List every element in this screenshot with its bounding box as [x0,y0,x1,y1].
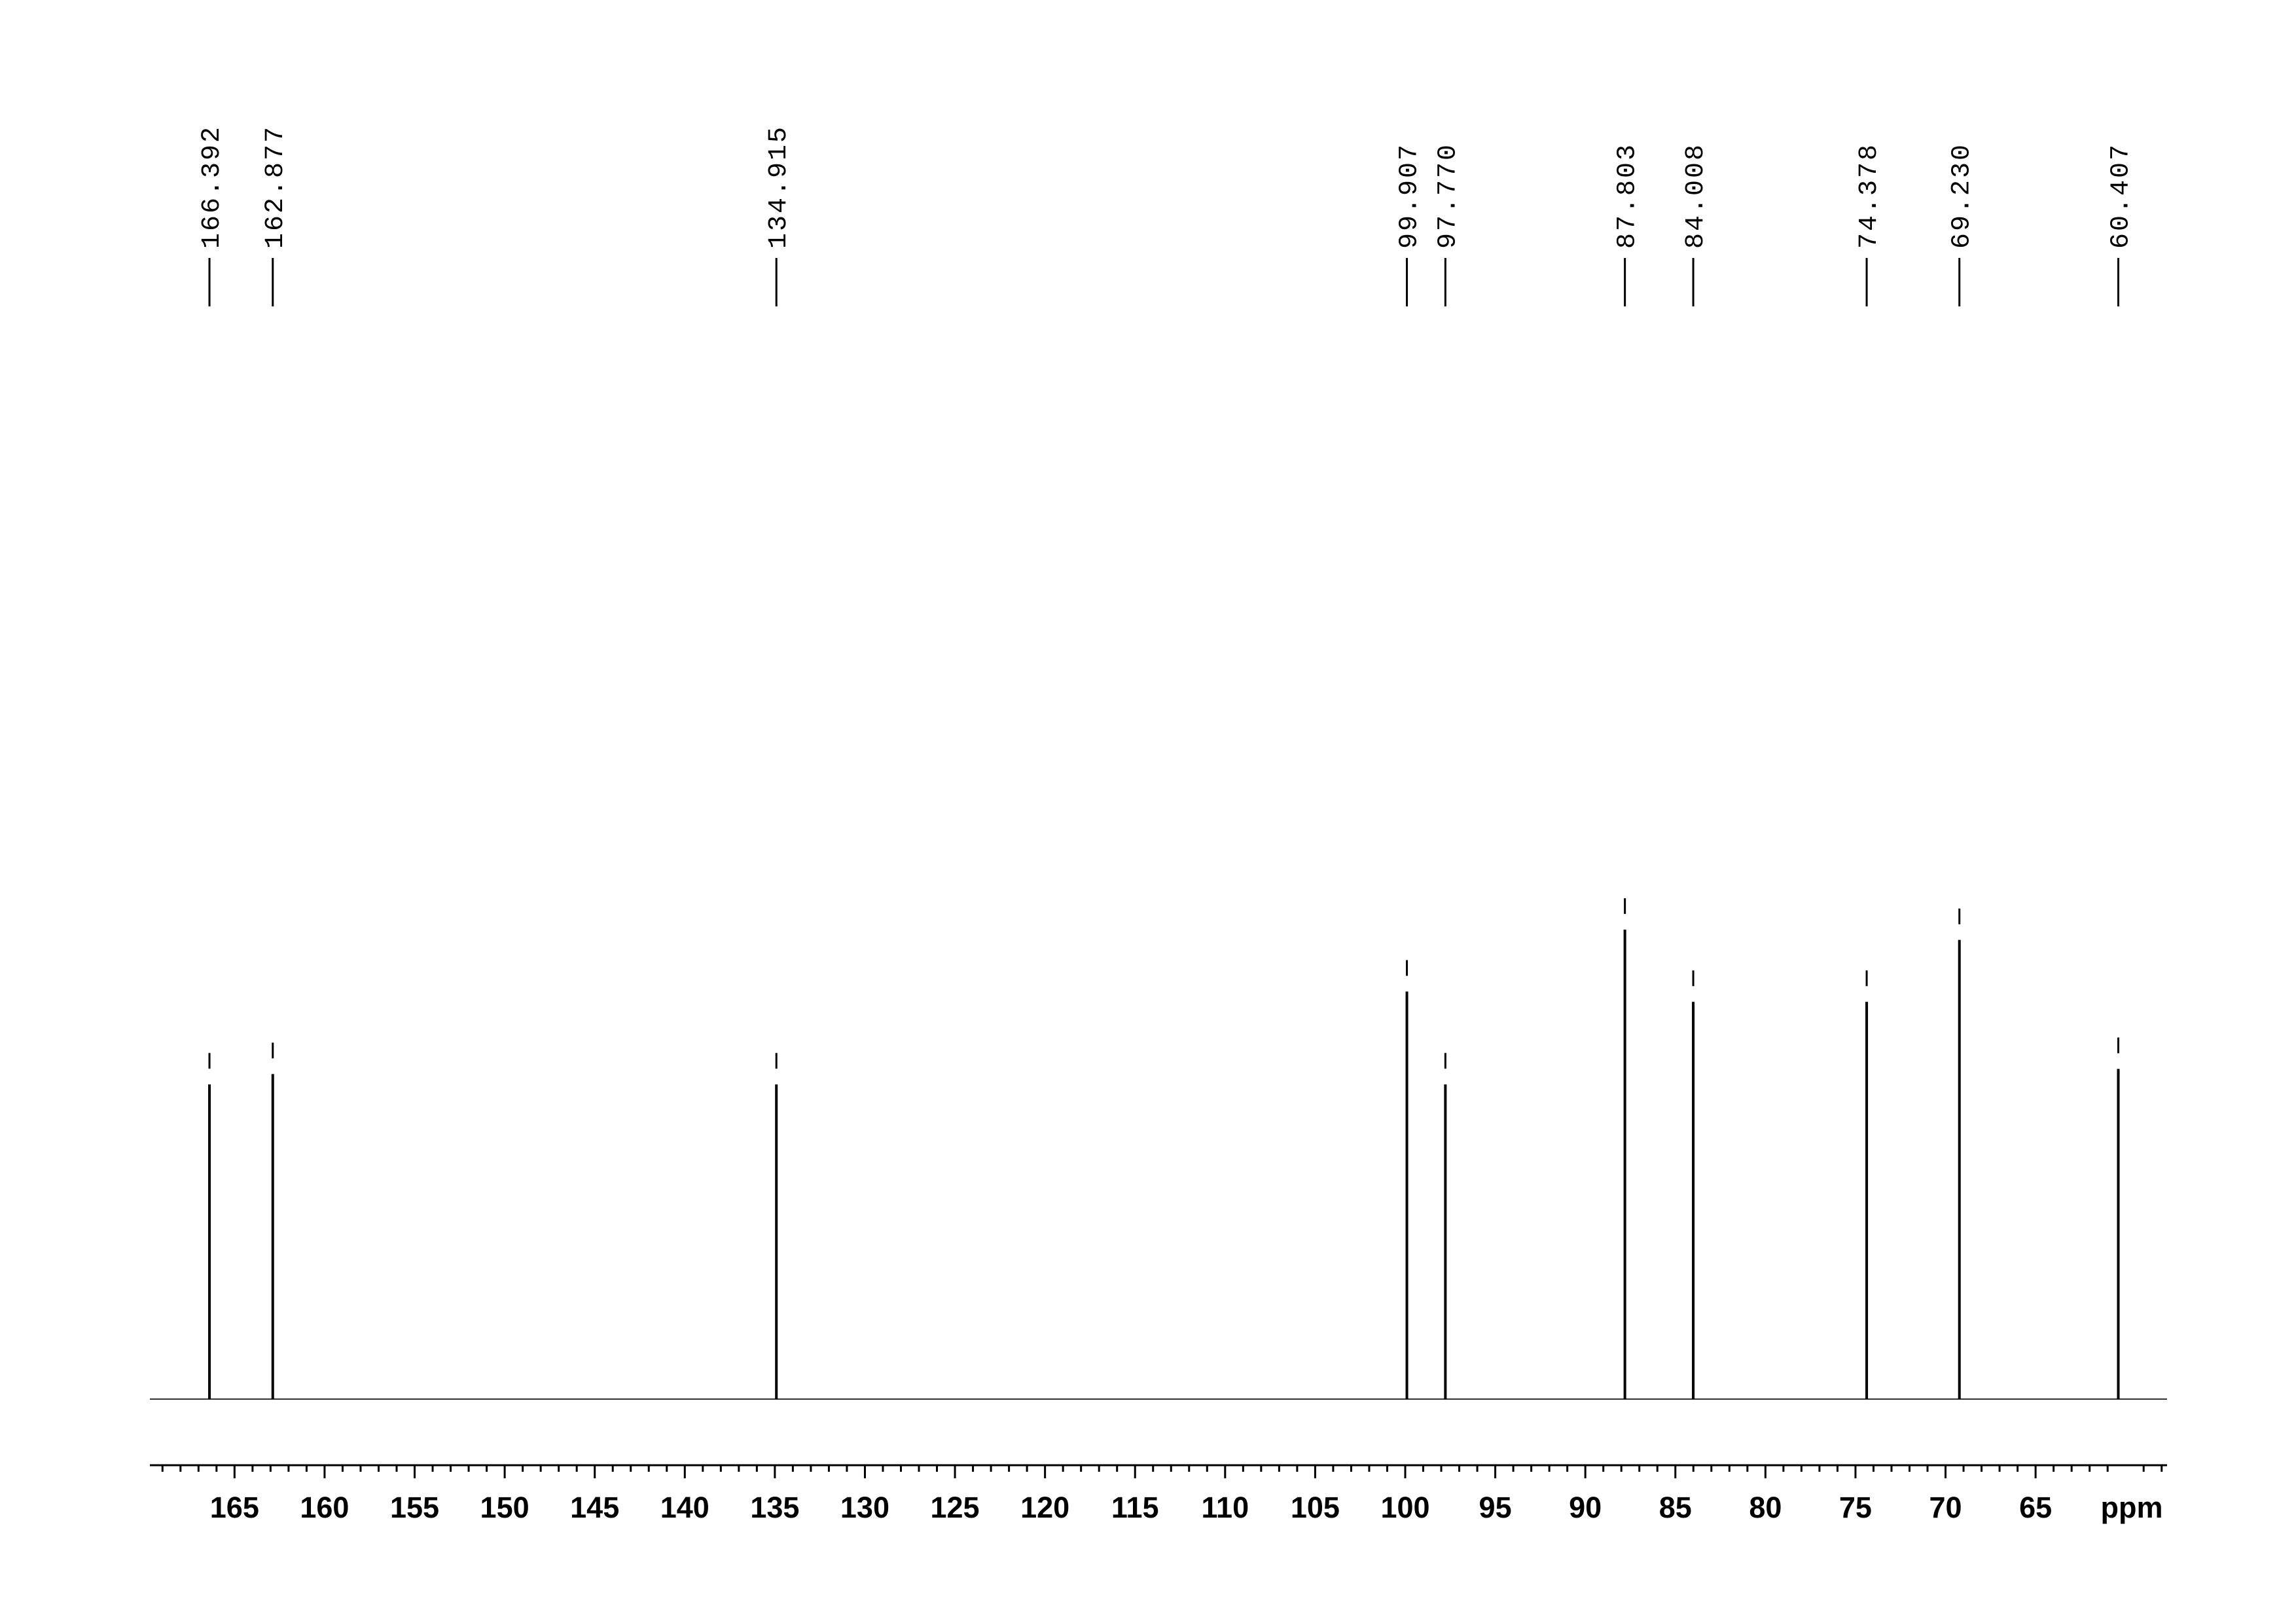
x-tick-label: 100 [1380,1491,1429,1524]
x-tick-label: 145 [570,1491,619,1524]
x-axis-label: ppm [2101,1491,2163,1524]
peak-label: 166.392 [198,125,227,249]
peak-label: 162.877 [261,125,291,249]
peak-label: 74.378 [1855,143,1884,249]
x-tick-label: 140 [660,1491,709,1524]
x-tick-label: 105 [1291,1491,1340,1524]
x-tick-label: 85 [1659,1491,1692,1524]
x-tick-label: 75 [1839,1491,1872,1524]
peak-label: 60.407 [2107,143,2136,249]
peak-label: 69.230 [1948,143,1977,249]
x-tick-label: 95 [1479,1491,1512,1524]
x-tick-label: 160 [300,1491,349,1524]
x-tick-label: 70 [1929,1491,1962,1524]
x-tick-label: 120 [1020,1491,1069,1524]
x-tick-label: 135 [750,1491,799,1524]
peak-label: 99.907 [1395,143,1425,249]
x-tick-label: 80 [1749,1491,1782,1524]
x-tick-label: 155 [390,1491,439,1524]
x-tick-label: 110 [1202,1491,1249,1524]
x-tick-label: 130 [840,1491,889,1524]
x-tick-label: 115 [1111,1491,1159,1524]
peak-label: 87.803 [1613,143,1643,249]
peak-label: 97.770 [1433,143,1463,249]
peak-label: 134.915 [764,125,794,249]
x-tick-label: 125 [931,1491,980,1524]
x-tick-label: 65 [2019,1491,2052,1524]
x-tick-label: 165 [210,1491,259,1524]
peak-label: 84.008 [1681,143,1711,249]
x-tick-label: 90 [1569,1491,1602,1524]
x-tick-label: 150 [480,1491,529,1524]
